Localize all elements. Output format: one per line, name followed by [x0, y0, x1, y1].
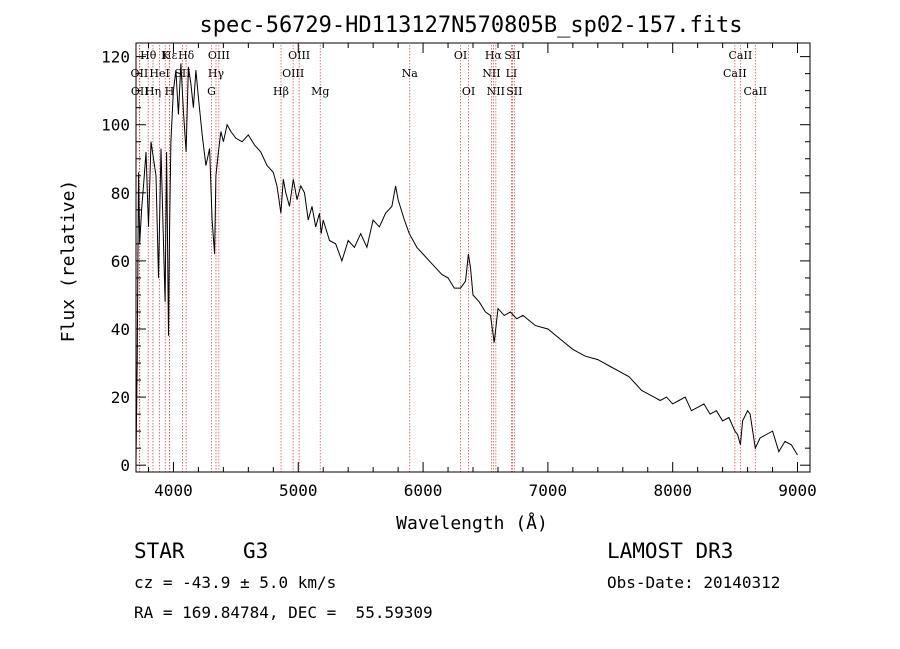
x-tick-label-8000: 8000 [653, 481, 692, 500]
spectral-subclass: G3 [243, 539, 269, 563]
marker-label-24: NII [487, 85, 505, 98]
redshift-readout: cz = -43.9 ± 5.0 km/s [134, 573, 337, 592]
marker-label-19: OI [462, 85, 475, 98]
y-tick-label-80: 80 [111, 184, 130, 203]
x-tick-label-4000: 4000 [154, 481, 193, 500]
marker-label-10: OIII [208, 49, 230, 62]
marker-label-6: SII [174, 67, 190, 80]
y-tick-label-100: 100 [101, 116, 130, 135]
observation-date: Obs-Date: 20140312 [607, 573, 781, 592]
marker-label-1: K [161, 49, 170, 62]
y-axis-label: Flux (relative) [58, 180, 79, 343]
chart-title: spec-56729-HD113127N570805B_sp02-157.fit… [199, 13, 742, 38]
marker-label-17: Na [402, 67, 419, 80]
axis-ticks: 4000 5000 6000 7000 8000 9000 0 20 40 60 80 100 120 [101, 43, 817, 500]
marker-label-0: Hθ [140, 49, 157, 62]
x-tick-label-5000: 5000 [279, 481, 318, 500]
marker-label-26: CaII [729, 49, 753, 62]
marker-label-27: CaII [723, 67, 747, 80]
y-tick-label-0: 0 [120, 456, 130, 475]
y-tick-label-40: 40 [111, 320, 130, 339]
marker-label-9: H [165, 85, 175, 98]
line-markers: HθKHεHδOIIHeISIIOIIHηHOIIIHγGOIIIOIIIHβM… [131, 45, 767, 472]
marker-label-5: HeI [149, 67, 169, 80]
marker-label-28: CaII [743, 85, 767, 98]
marker-label-8: Hη [145, 85, 161, 98]
marker-label-13: OIII [288, 49, 310, 62]
x-tick-label-6000: 6000 [404, 481, 443, 500]
marker-label-25: SII [506, 85, 522, 98]
marker-label-11: Hγ [208, 67, 225, 80]
marker-label-7: OII [131, 85, 149, 98]
y-tick-label-120: 120 [101, 48, 130, 67]
coordinates: RA = 169.84784, DEC = 55.59309 [134, 603, 433, 622]
x-axis-label: Wavelength (Å) [396, 512, 548, 534]
plot-frame [135, 42, 811, 473]
marker-label-14: OIII [282, 67, 304, 80]
object-type: STAR [134, 539, 185, 563]
marker-label-15: Hβ [273, 85, 289, 98]
survey-name: LAMOST DR3 [607, 539, 734, 563]
y-tick-label-20: 20 [111, 388, 130, 407]
x-tick-label-7000: 7000 [529, 481, 568, 500]
marker-label-21: SII [504, 49, 520, 62]
marker-label-23: LI [506, 67, 518, 80]
marker-label-16: Mg [311, 85, 329, 98]
marker-label-22: NII [482, 67, 500, 80]
y-tick-label-60: 60 [111, 252, 130, 271]
x-tick-label-9000: 9000 [778, 481, 817, 500]
marker-label-18: OI [454, 49, 467, 62]
marker-label-12: G [207, 85, 216, 98]
marker-label-3: Hδ [178, 49, 195, 62]
marker-label-20: Hα [485, 49, 503, 62]
flux-series-line [135, 63, 798, 462]
